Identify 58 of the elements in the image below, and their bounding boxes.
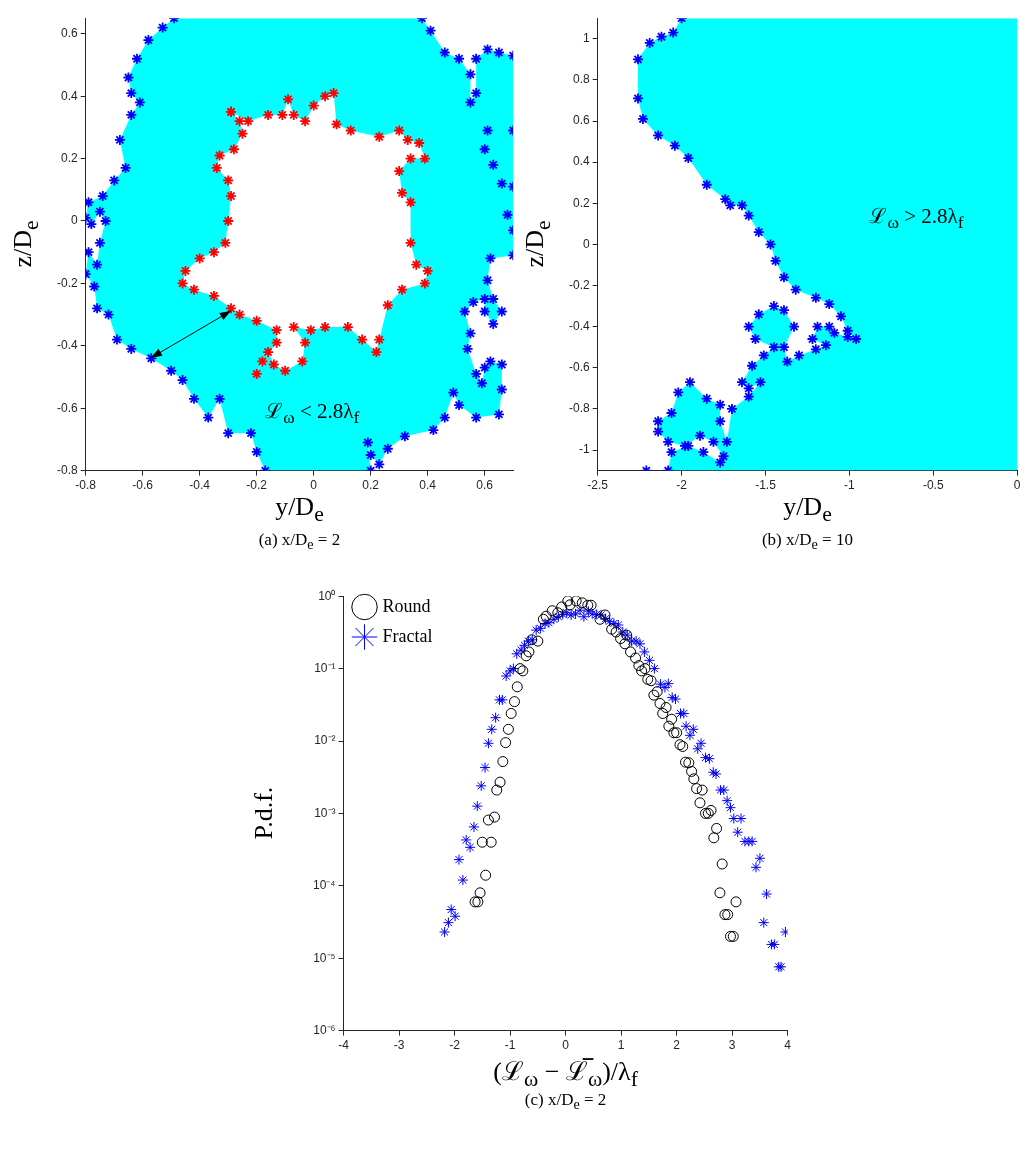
y-tick-label: 10⁻³ xyxy=(314,805,336,820)
y-tick-label: 0 xyxy=(70,213,78,228)
x-tick-label: 1 xyxy=(617,1038,625,1053)
y-tick-label: 0.8 xyxy=(572,72,590,87)
y-tick-label: 0.4 xyxy=(60,88,78,103)
x-tick-label: -1.5 xyxy=(755,478,777,493)
y-tick-label: -0.8 xyxy=(568,401,590,416)
x-tick-label: -4 xyxy=(338,1038,350,1053)
y-tick-label: 10⁰ xyxy=(318,588,336,603)
x-axis-title: y/D$_{e}$ xyxy=(783,492,832,528)
x-tick-label: 0.2 xyxy=(362,478,380,493)
text: (b) x/D$_{e}$ = 10 xyxy=(761,530,853,554)
x-tick-label: -0.5 xyxy=(922,478,944,493)
y-tick-label: 0.2 xyxy=(60,150,78,165)
y-tick-label: -0.4 xyxy=(56,338,78,353)
x-tick-label: 0 xyxy=(1013,478,1021,493)
y-tick-label: -0.6 xyxy=(56,400,78,415)
x-tick-label: -3 xyxy=(393,1038,405,1053)
y-tick-label: -0.4 xyxy=(568,318,590,333)
annotation: ℒ$_{ω}$ < 2.8λ$_{f}$ xyxy=(265,397,360,428)
x-tick-label: 0.6 xyxy=(476,478,494,493)
y-tick-label: -0.2 xyxy=(568,277,590,292)
x-tick-label: -2 xyxy=(449,1038,461,1053)
x-axis-title: y/D$_{e}$ xyxy=(275,492,324,528)
x-tick-label: -0.2 xyxy=(246,478,268,493)
x-tick-label: -0.6 xyxy=(132,478,154,493)
y-axis-title: P.d.f. xyxy=(249,787,279,840)
y-tick-label: 10⁻⁴ xyxy=(312,878,336,893)
x-tick-label: -0.4 xyxy=(189,478,211,493)
x-tick-label: 0.4 xyxy=(419,478,437,493)
x-tick-label: 4 xyxy=(784,1038,792,1053)
x-tick-label: -2.5 xyxy=(587,478,609,493)
y-tick-label: 1 xyxy=(582,31,590,46)
y-tick-label: 0 xyxy=(582,236,590,251)
annotation: ℒ$_{ω}$ > 2.8λ$_{f}$ xyxy=(869,203,964,234)
legend-label: Fractal xyxy=(382,625,433,646)
y-tick-label: -0.6 xyxy=(568,360,590,375)
y-tick-label: 10⁻² xyxy=(314,733,336,748)
y-tick-label: 0.4 xyxy=(572,154,590,169)
y-tick-label: -0.2 xyxy=(56,275,78,290)
x-tick-label: 3 xyxy=(728,1038,736,1053)
y-tick-label: -1 xyxy=(579,442,590,457)
y-tick-label: 10⁻⁶ xyxy=(313,1022,336,1037)
y-tick-label: 10⁻⁵ xyxy=(313,950,336,965)
y-tick-label: 0.6 xyxy=(60,26,78,41)
x-tick-label: -2 xyxy=(676,478,688,493)
x-axis-title: (ℒ$_{ω}$ − ℒ̅$_{ω}$)/λ$_{f}$ xyxy=(493,1057,638,1092)
x-tick-label: 2 xyxy=(673,1038,681,1053)
y-tick-label: 0.2 xyxy=(572,195,590,210)
x-tick-label: -1 xyxy=(844,478,856,493)
text: (a) x/D$_{e}$ = 2 xyxy=(258,530,341,554)
x-tick-label: -0.8 xyxy=(75,478,97,493)
x-tick-label: -1 xyxy=(504,1038,516,1053)
legend-label: Round xyxy=(382,595,431,616)
y-tick-label: 10⁻¹ xyxy=(314,660,336,675)
y-tick-label: -0.8 xyxy=(56,462,78,477)
text: (c) x/D$_{e}$ = 2 xyxy=(524,1090,607,1114)
y-tick-label: 0.6 xyxy=(572,113,590,128)
